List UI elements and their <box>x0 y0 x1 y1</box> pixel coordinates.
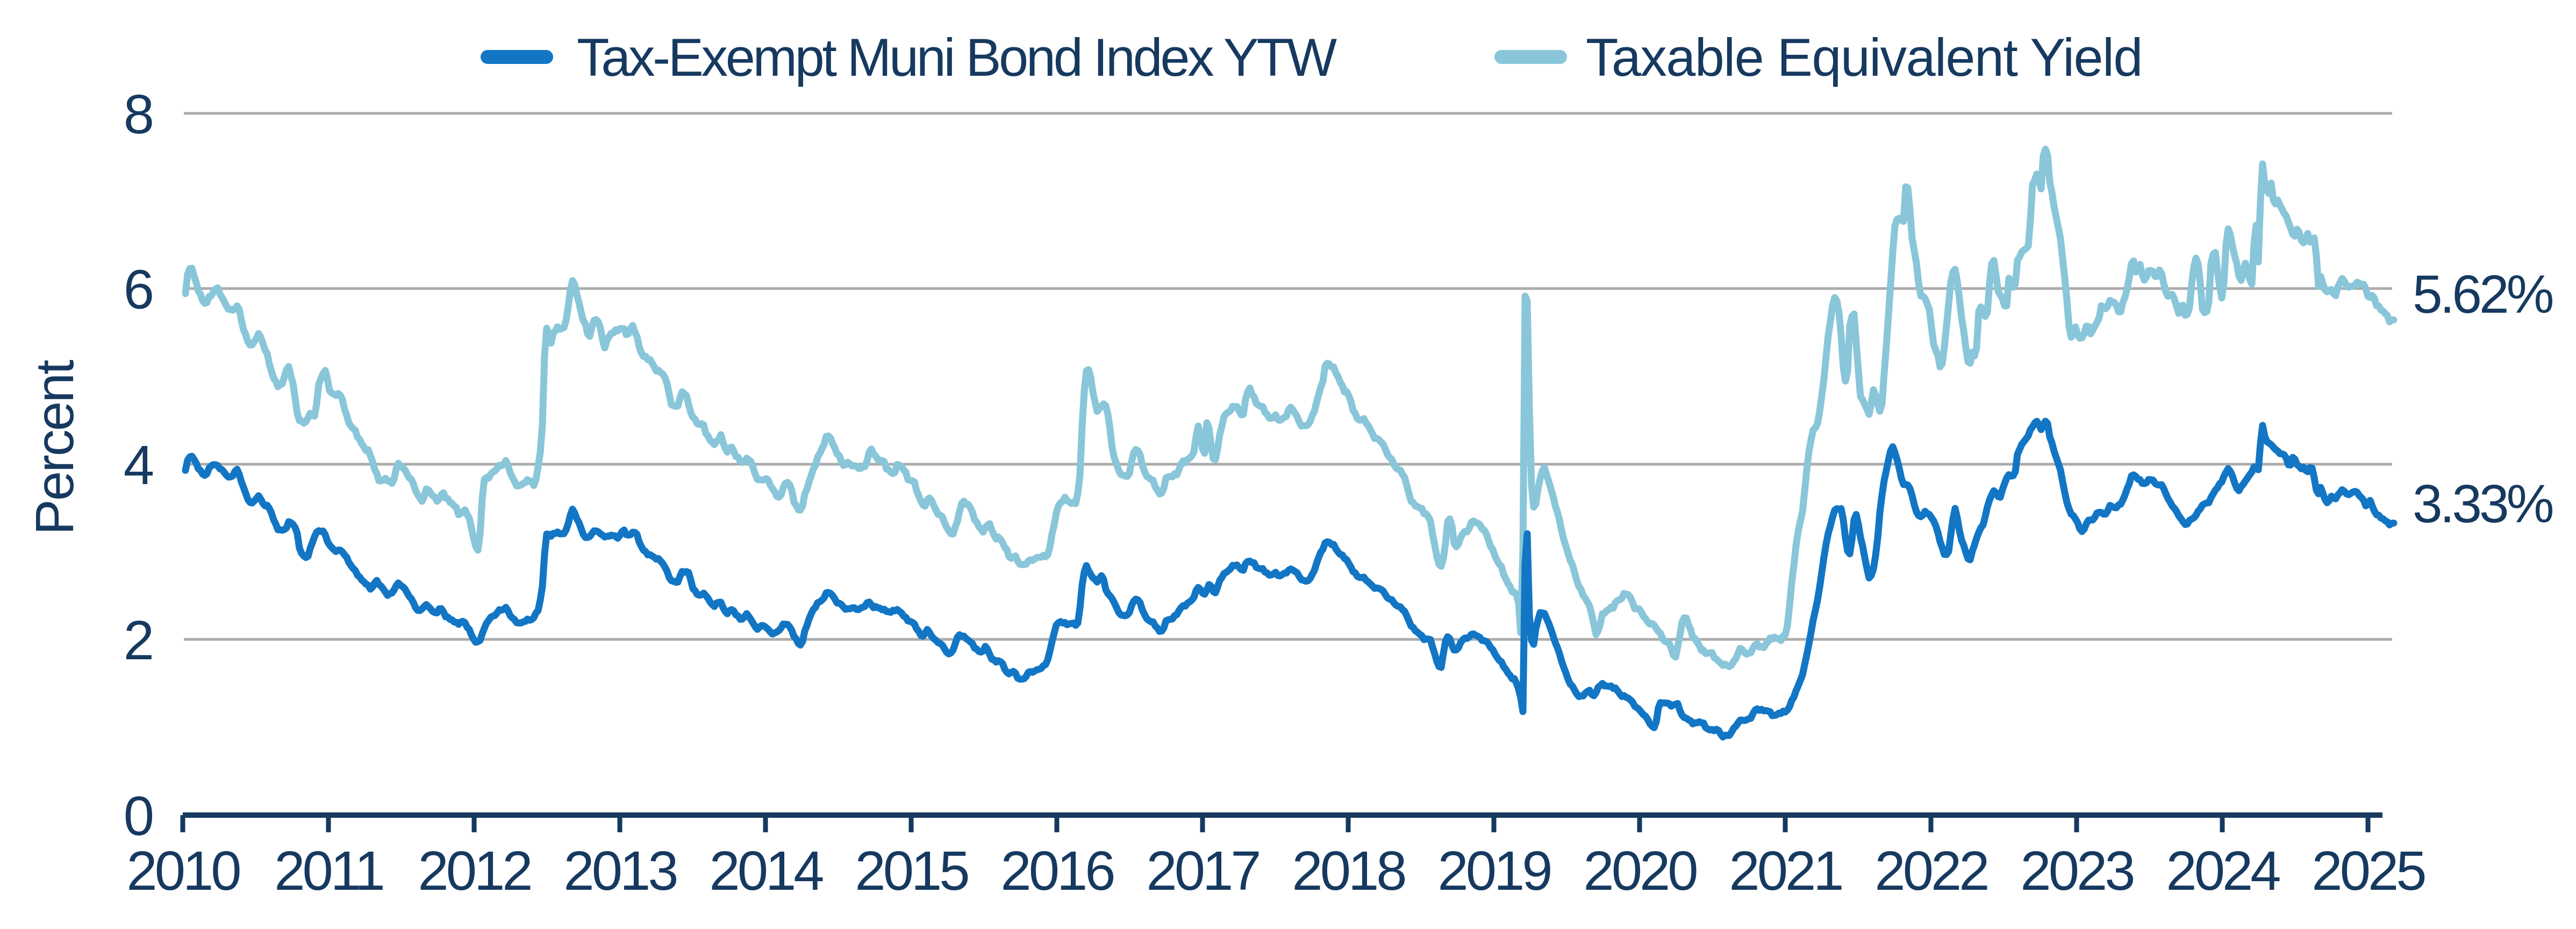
svg-text:8: 8 <box>124 83 154 145</box>
svg-text:2013: 2013 <box>563 840 676 902</box>
svg-text:2016: 2016 <box>1000 840 1113 902</box>
svg-text:2023: 2023 <box>2020 840 2133 902</box>
svg-text:2015: 2015 <box>855 840 968 902</box>
svg-text:2011: 2011 <box>274 840 383 902</box>
svg-text:2017: 2017 <box>1146 840 1259 902</box>
svg-text:0: 0 <box>124 785 154 847</box>
svg-text:2021: 2021 <box>1729 840 1842 902</box>
svg-text:Taxable Equivalent Yield: Taxable Equivalent Yield <box>1586 27 2142 87</box>
svg-text:2024: 2024 <box>2166 840 2280 902</box>
svg-text:2020: 2020 <box>1583 840 1697 902</box>
svg-text:Percent: Percent <box>25 359 85 535</box>
svg-text:Tax-Exempt Muni Bond Index YTW: Tax-Exempt Muni Bond Index YTW <box>577 27 1337 87</box>
svg-text:2022: 2022 <box>1874 840 1987 902</box>
svg-text:2012: 2012 <box>418 840 531 902</box>
svg-text:4: 4 <box>124 434 154 496</box>
svg-text:3.33%: 3.33% <box>2413 474 2553 534</box>
svg-text:6: 6 <box>124 258 154 320</box>
svg-text:2018: 2018 <box>1292 840 1405 902</box>
svg-text:2: 2 <box>124 609 154 671</box>
svg-text:2010: 2010 <box>126 840 240 902</box>
svg-text:2025: 2025 <box>2312 840 2424 902</box>
svg-text:2019: 2019 <box>1437 840 1550 902</box>
svg-text:5.62%: 5.62% <box>2413 264 2553 325</box>
svg-text:2014: 2014 <box>709 840 823 902</box>
